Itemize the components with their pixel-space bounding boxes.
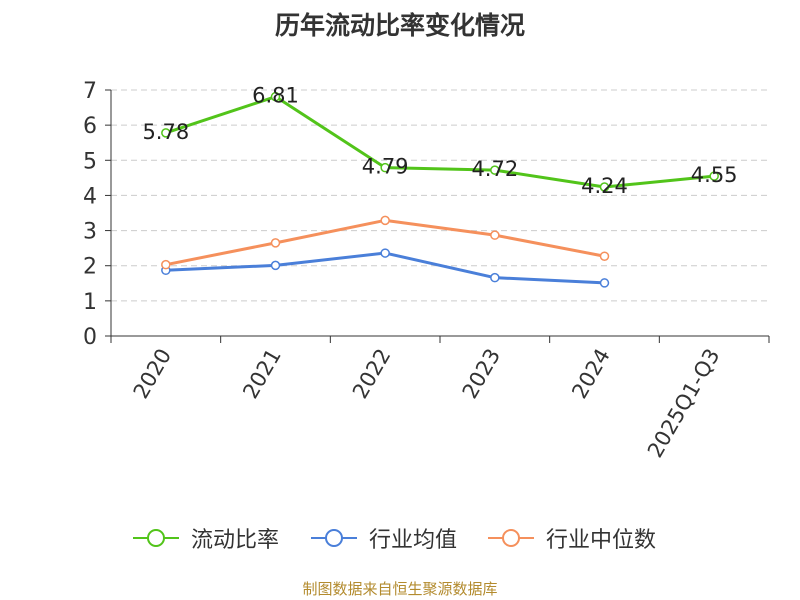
data-label: 4.24 (581, 174, 628, 198)
series-line-0 (165, 95, 715, 189)
data-source-note: 制图数据来自恒生聚源数据库 (302, 580, 498, 598)
data-point (270, 238, 281, 248)
series-lines (161, 91, 719, 288)
legend-swatch-industry-median (488, 529, 534, 547)
data-point (161, 128, 171, 138)
data-point (270, 91, 281, 102)
data-point (270, 260, 281, 271)
legend-swatch-current-ratio (133, 529, 179, 547)
y-tick-label: 2 (83, 255, 97, 280)
x-tick-label: 2022 (348, 345, 396, 403)
data-point (599, 182, 610, 192)
x-tick-label: 2023 (458, 345, 506, 403)
x-tick-label: 2024 (567, 345, 615, 403)
legend-swatch-industry-mean (311, 529, 357, 547)
data-label: 4.55 (691, 163, 738, 187)
legend-label-current-ratio: 流动比率 (191, 528, 280, 553)
legend-item-industry-mean[interactable]: 行业均值 (311, 520, 457, 556)
series-line-2 (165, 218, 605, 267)
y-tick-label: 4 (83, 184, 97, 209)
y-tick-label: 5 (83, 149, 97, 174)
x-tick-label: 2025Q1-Q3 (643, 345, 725, 462)
y-tick-label: 6 (83, 114, 97, 139)
data-point (380, 215, 390, 226)
data-point (490, 272, 500, 283)
x-tick-label: 2021 (238, 345, 286, 403)
data-point (490, 230, 500, 240)
data-point (599, 251, 610, 261)
data-point (490, 165, 500, 175)
data-point (709, 171, 719, 181)
legend-item-industry-median[interactable]: 行业中位数 (488, 520, 656, 556)
legend-label-industry-median: 行业中位数 (546, 528, 657, 553)
x-tick-label: 2020 (129, 345, 177, 403)
data-labels: 5.78 6.81 4.79 4.72 4.24 4.55 (142, 84, 737, 198)
data-point (599, 278, 610, 288)
y-tick-label: 1 (83, 290, 97, 315)
legend: 流动比率 行业均值 行业中位数 (0, 520, 800, 556)
data-label: 6.81 (252, 84, 299, 108)
data-point (380, 248, 390, 258)
legend-item-current-ratio[interactable]: 流动比率 (133, 520, 279, 556)
data-label: 4.79 (362, 155, 409, 179)
data-point (380, 162, 390, 173)
y-tick-label: 0 (83, 325, 97, 350)
data-point (161, 259, 171, 270)
y-tick-label: 7 (83, 79, 97, 104)
legend-label-industry-mean: 行业均值 (369, 528, 458, 553)
chart-title: 历年流动比率变化情况 (274, 11, 525, 40)
data-label: 5.78 (142, 120, 189, 144)
y-tick-label: 3 (83, 220, 97, 245)
data-label: 4.72 (471, 157, 518, 181)
